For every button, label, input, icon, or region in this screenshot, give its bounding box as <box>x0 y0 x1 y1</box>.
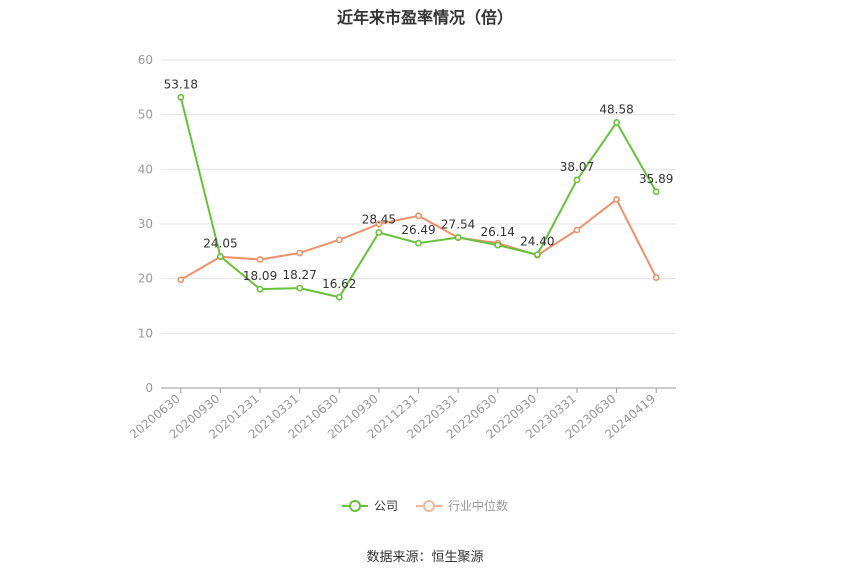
y-tick-label: 10 <box>138 326 153 340</box>
series-line-0 <box>179 97 658 299</box>
legend-label-industry-median: 行业中位数 <box>448 499 509 513</box>
data-point-0 <box>217 253 224 260</box>
data-label: 16.62 <box>322 277 356 291</box>
data-point-0 <box>454 234 462 241</box>
data-point-1 <box>335 236 343 244</box>
data-label: 26.14 <box>481 225 515 239</box>
data-point-1 <box>256 256 264 263</box>
data-point-0 <box>296 284 304 292</box>
data-point-0 <box>375 229 383 236</box>
data-label: 24.05 <box>203 237 237 251</box>
legend-swatch-industry-median <box>416 499 442 513</box>
data-point-1 <box>296 249 304 257</box>
y-tick-label: 50 <box>138 108 153 122</box>
y-tick-label: 30 <box>138 217 153 231</box>
data-label: 28.45 <box>362 212 396 226</box>
legend-label-company: 公司 <box>373 499 398 513</box>
data-point-0 <box>256 285 264 293</box>
data-label: 24.40 <box>520 235 554 249</box>
data-label: 48.58 <box>599 102 633 116</box>
data-point-0 <box>415 239 422 247</box>
data-label: 38.07 <box>560 160 594 174</box>
data-point-1 <box>375 220 383 228</box>
data-point-1 <box>613 195 620 203</box>
data-label: 18.27 <box>282 268 316 282</box>
data-label: 27.54 <box>441 217 475 231</box>
data-source: 数据来源：恒生聚源 <box>366 550 484 565</box>
data-label: 26.49 <box>401 223 435 237</box>
y-tick-label: 0 <box>145 381 153 395</box>
chart-title: 近年来市盈率情况（倍） <box>336 8 513 27</box>
data-point-1 <box>652 274 660 281</box>
legend-item-company[interactable]: 公司 <box>341 497 398 514</box>
y-tick-label: 20 <box>138 272 153 286</box>
series-line-1 <box>180 198 658 281</box>
data-point-0 <box>177 93 185 101</box>
legend-swatch-company <box>341 499 368 513</box>
data-point-1 <box>177 276 185 284</box>
data-point-0 <box>335 293 343 301</box>
data-point-0 <box>494 241 502 249</box>
data-point-1 <box>573 226 581 234</box>
data-label: 18.09 <box>243 269 277 283</box>
data-point-1 <box>415 212 422 220</box>
data-point-0 <box>652 188 660 196</box>
data-label: 53.18 <box>164 77 198 91</box>
data-label: 35.89 <box>639 172 673 186</box>
y-tick-label: 40 <box>138 162 153 176</box>
data-point-0 <box>573 176 581 184</box>
legend-item-industry-median[interactable]: 行业中位数 <box>416 497 508 514</box>
data-point-0 <box>613 119 620 126</box>
data-point-0 <box>533 251 541 259</box>
y-tick-label: 60 <box>138 53 153 67</box>
chart-legend: 公司 行业中位数 <box>0 497 850 514</box>
